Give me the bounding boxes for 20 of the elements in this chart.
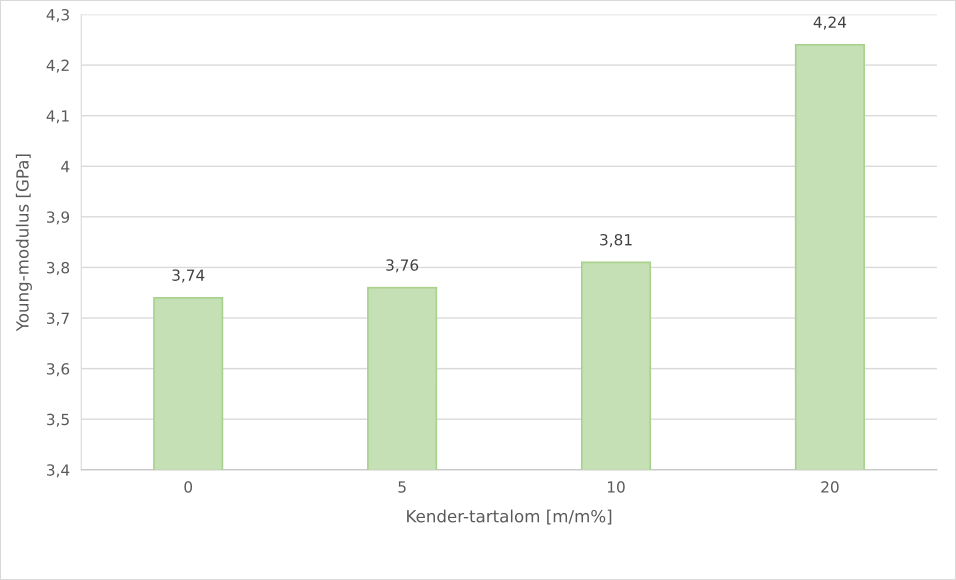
x-tick-label: 5 xyxy=(398,481,406,493)
x-tick-label: 20 xyxy=(821,481,839,493)
y-tick-label: 3,7 xyxy=(47,312,69,326)
y-tick-label: 3,5 xyxy=(47,414,69,427)
y-tick-label: 4 xyxy=(61,160,70,172)
x-axis-title: Kender-tartalom [m/m%] xyxy=(407,510,612,524)
y-tick-label: 3,8 xyxy=(47,262,70,276)
y-tick-label: 3,9 xyxy=(47,211,70,224)
y-tick-label: 4,3 xyxy=(46,8,69,22)
data-label: 3,74 xyxy=(172,269,204,283)
y-tick-label: 4,2 xyxy=(46,60,69,73)
y-tick-label: 4,1 xyxy=(46,110,69,124)
data-label: 3,81 xyxy=(600,234,632,248)
data-label: 4,24 xyxy=(814,16,846,30)
data-label: 3,76 xyxy=(386,259,418,272)
x-tick-label: 10 xyxy=(608,481,625,493)
x-tick-label: 0 xyxy=(184,481,192,493)
y-tick-label: 3,6 xyxy=(47,363,70,376)
y-axis-title: Young-modulus [GPa] xyxy=(16,154,32,332)
y-tick-label: 3,4 xyxy=(47,464,70,478)
